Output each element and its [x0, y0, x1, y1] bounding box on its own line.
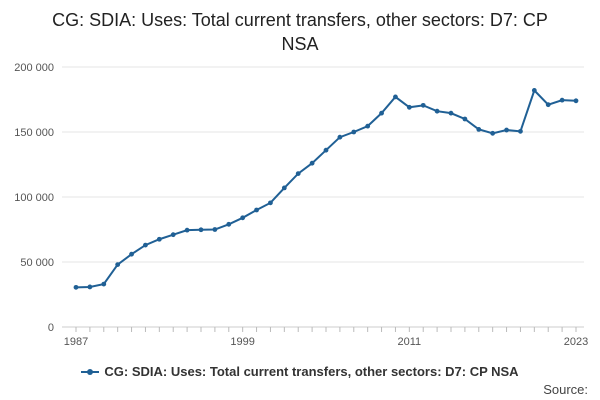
data-point [531, 88, 537, 93]
y-axis-ticks: 0 50 000 100 000 150 000 200 000 [14, 62, 54, 334]
x-axis-ticks: 1987 1999 2011 2023 [64, 327, 588, 348]
y-tick-label: 0 [48, 322, 54, 334]
data-point [490, 130, 496, 136]
data-point [309, 160, 315, 166]
data-point [434, 108, 440, 114]
data-point [240, 215, 246, 221]
legend-label: CG: SDIA: Uses: Total current transfers,… [104, 364, 519, 379]
data-point [295, 171, 301, 177]
data-point [268, 200, 273, 206]
data-point [170, 232, 176, 238]
data-points [73, 88, 579, 290]
data-point [462, 116, 468, 122]
data-point [73, 284, 79, 290]
grid-lines [62, 66, 584, 263]
data-point [254, 207, 259, 213]
data-point [545, 102, 551, 108]
y-tick-label: 100 000 [14, 192, 54, 204]
y-tick-label: 150 000 [14, 127, 54, 139]
data-point [365, 123, 371, 129]
y-tick-label: 200 000 [14, 62, 54, 74]
data-point [504, 127, 509, 133]
data-point [143, 242, 148, 248]
data-point [101, 281, 107, 287]
data-point [448, 110, 454, 116]
data-point [156, 236, 162, 242]
data-point [212, 227, 218, 232]
data-point [406, 104, 412, 110]
data-point [281, 185, 287, 191]
data-point [379, 110, 384, 116]
x-tick-label: 2023 [564, 336, 588, 348]
data-point [559, 97, 565, 103]
data-point [420, 102, 426, 108]
x-tick-label: 1987 [64, 336, 88, 348]
x-tick-label: 1999 [230, 336, 254, 348]
source-label: Source: [543, 382, 588, 397]
data-point [198, 227, 204, 233]
data-point [87, 284, 93, 290]
data-point [226, 221, 232, 227]
series-line [75, 88, 577, 289]
data-point [184, 227, 190, 233]
data-point [323, 147, 329, 153]
data-point [337, 134, 343, 140]
data-point [573, 98, 579, 104]
data-point [476, 126, 482, 132]
data-point [129, 251, 134, 257]
legend: CG: SDIA: Uses: Total current transfers,… [0, 364, 600, 379]
y-tick-label: 50 000 [20, 257, 54, 269]
data-point [351, 129, 357, 135]
x-tick-label: 2011 [398, 336, 422, 348]
chart-title: CG: SDIA: Uses: Total current transfers,… [52, 10, 548, 54]
data-point [393, 94, 398, 100]
data-point [518, 128, 523, 134]
data-point [115, 262, 121, 267]
legend-line-icon [81, 367, 100, 377]
